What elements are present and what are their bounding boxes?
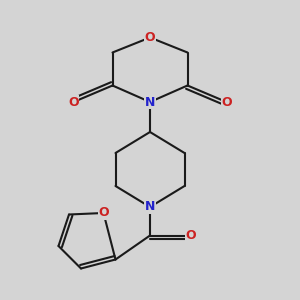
- Text: O: O: [221, 95, 232, 109]
- Text: O: O: [185, 229, 196, 242]
- Text: O: O: [145, 31, 155, 44]
- Text: N: N: [145, 200, 155, 214]
- Text: O: O: [98, 206, 109, 220]
- Text: O: O: [68, 95, 79, 109]
- Text: N: N: [145, 95, 155, 109]
